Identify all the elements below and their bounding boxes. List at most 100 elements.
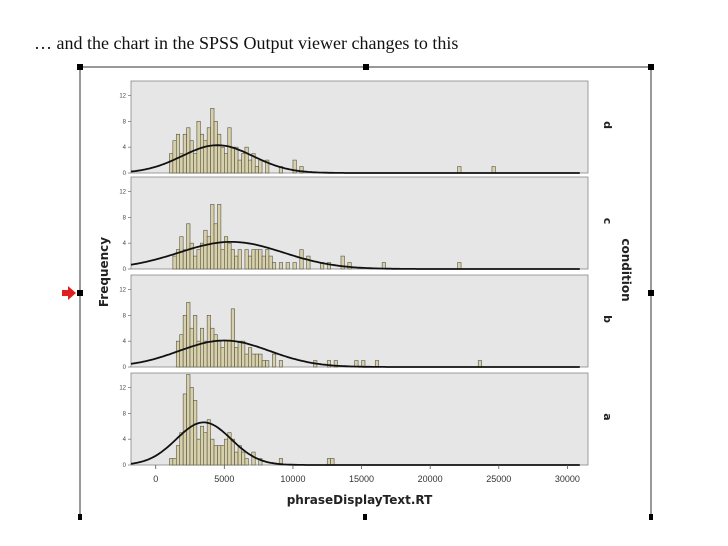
panel-label-a: a — [601, 413, 614, 420]
histogram-bar — [217, 340, 222, 368]
histogram-bar — [285, 262, 290, 270]
histogram-bar — [244, 146, 249, 174]
histogram-bar — [254, 166, 259, 174]
histogram-bar — [193, 255, 198, 270]
resize-handle-top-center[interactable] — [363, 64, 369, 70]
histogram-bar — [193, 400, 198, 466]
histogram-bar — [258, 159, 263, 174]
histogram-bar — [186, 374, 191, 466]
histogram-bar — [258, 353, 263, 368]
resize-handle-top-left[interactable] — [77, 64, 83, 70]
histogram-bar — [477, 360, 482, 368]
histogram-bar — [172, 458, 177, 466]
histogram-bar — [186, 302, 191, 368]
resize-handle-bottom-right[interactable] — [649, 514, 653, 520]
resize-handle-bottom-center[interactable] — [363, 514, 367, 520]
normal-curve — [130, 144, 580, 174]
histogram-bar — [457, 166, 462, 174]
histogram-bar — [186, 223, 191, 270]
x-axis-title: phraseDisplayText.RT — [287, 493, 433, 507]
y-tick-label: 8 — [123, 411, 127, 417]
y-tick-label: 8 — [123, 215, 127, 221]
histogram-bar — [210, 108, 215, 174]
histogram-bar — [278, 360, 283, 368]
histogram-bar — [265, 249, 270, 270]
histogram-bar — [333, 360, 338, 368]
histogram-bar — [182, 249, 187, 270]
histogram-bar — [261, 255, 266, 270]
histogram-bar — [172, 140, 177, 174]
histogram-bar — [254, 353, 259, 368]
y-tick-label: 4 — [123, 145, 127, 151]
histogram-bar — [251, 153, 256, 174]
histogram-bar — [217, 445, 222, 466]
histogram-bar — [230, 146, 235, 174]
resize-handle-top-right[interactable] — [648, 64, 654, 70]
histogram-bar — [234, 347, 239, 368]
panel-axis-title: condition — [619, 238, 633, 301]
histogram-bar — [175, 445, 181, 466]
histogram-bar — [251, 249, 256, 270]
histogram-bar — [193, 315, 198, 368]
histogram-bar — [189, 140, 194, 174]
histogram-bar — [272, 262, 277, 270]
histogram-bar — [258, 458, 263, 466]
histogram-bar — [224, 438, 229, 466]
histogram-bar — [206, 419, 211, 466]
histogram-bar — [244, 353, 249, 368]
histogram-bar — [272, 353, 277, 368]
histogram-bar — [326, 360, 331, 368]
selection-frame[interactable] — [77, 64, 654, 520]
histogram-bar — [227, 127, 232, 174]
y-tick-label: 0 — [123, 267, 127, 273]
histogram-bar — [210, 438, 215, 466]
histogram-bar — [234, 451, 239, 466]
histogram-bar — [299, 166, 304, 174]
histogram-bar — [306, 255, 311, 270]
x-tick-label: 10000 — [280, 474, 305, 484]
histogram-bar — [261, 360, 266, 368]
x-tick-label: 5000 — [214, 474, 234, 484]
resize-handle-bottom-left[interactable] — [78, 514, 82, 520]
histogram-bar — [203, 340, 208, 368]
histogram-bar — [248, 159, 253, 174]
histogram-bar — [227, 340, 232, 368]
y-tick-label: 0 — [123, 463, 127, 469]
histogram-bar — [169, 153, 174, 174]
histogram-bar — [220, 249, 225, 270]
histogram-bar — [340, 255, 345, 270]
x-tick-label: 0 — [153, 474, 158, 484]
histogram-bar — [196, 121, 201, 174]
histogram-bar — [179, 432, 184, 466]
resize-handle-middle-right[interactable] — [648, 290, 654, 296]
x-tick-label: 20000 — [418, 474, 443, 484]
normal-curve — [130, 241, 580, 270]
histogram-bar — [220, 445, 225, 466]
histogram-bar — [237, 159, 242, 174]
histogram-bar — [244, 249, 249, 270]
histogram-bar — [213, 334, 218, 368]
histogram-bar — [196, 438, 201, 466]
histogram-bar — [182, 315, 187, 368]
histogram-bar — [230, 249, 235, 270]
histogram-bar — [206, 236, 211, 270]
y-tick-label: 12 — [119, 189, 126, 195]
histogram-bar — [251, 353, 256, 368]
panel-a: 0 4 8 12 a — [119, 372, 614, 469]
histogram-bar — [196, 249, 201, 270]
histogram-bar — [175, 133, 181, 174]
histogram-bar — [213, 121, 218, 174]
y-tick-label: 8 — [123, 119, 127, 125]
histogram-bar — [224, 153, 229, 174]
histogram-bar — [237, 340, 242, 368]
resize-handle-middle-left[interactable] — [77, 290, 83, 296]
histogram-bar — [326, 262, 331, 270]
histogram-bar — [330, 458, 335, 466]
histogram-bar — [248, 255, 253, 270]
histogram-bar — [175, 340, 181, 368]
histogram-bar — [186, 127, 191, 174]
y-tick-label: 8 — [123, 313, 127, 319]
histogram-bar — [200, 242, 205, 270]
histogram-bar — [213, 223, 218, 270]
